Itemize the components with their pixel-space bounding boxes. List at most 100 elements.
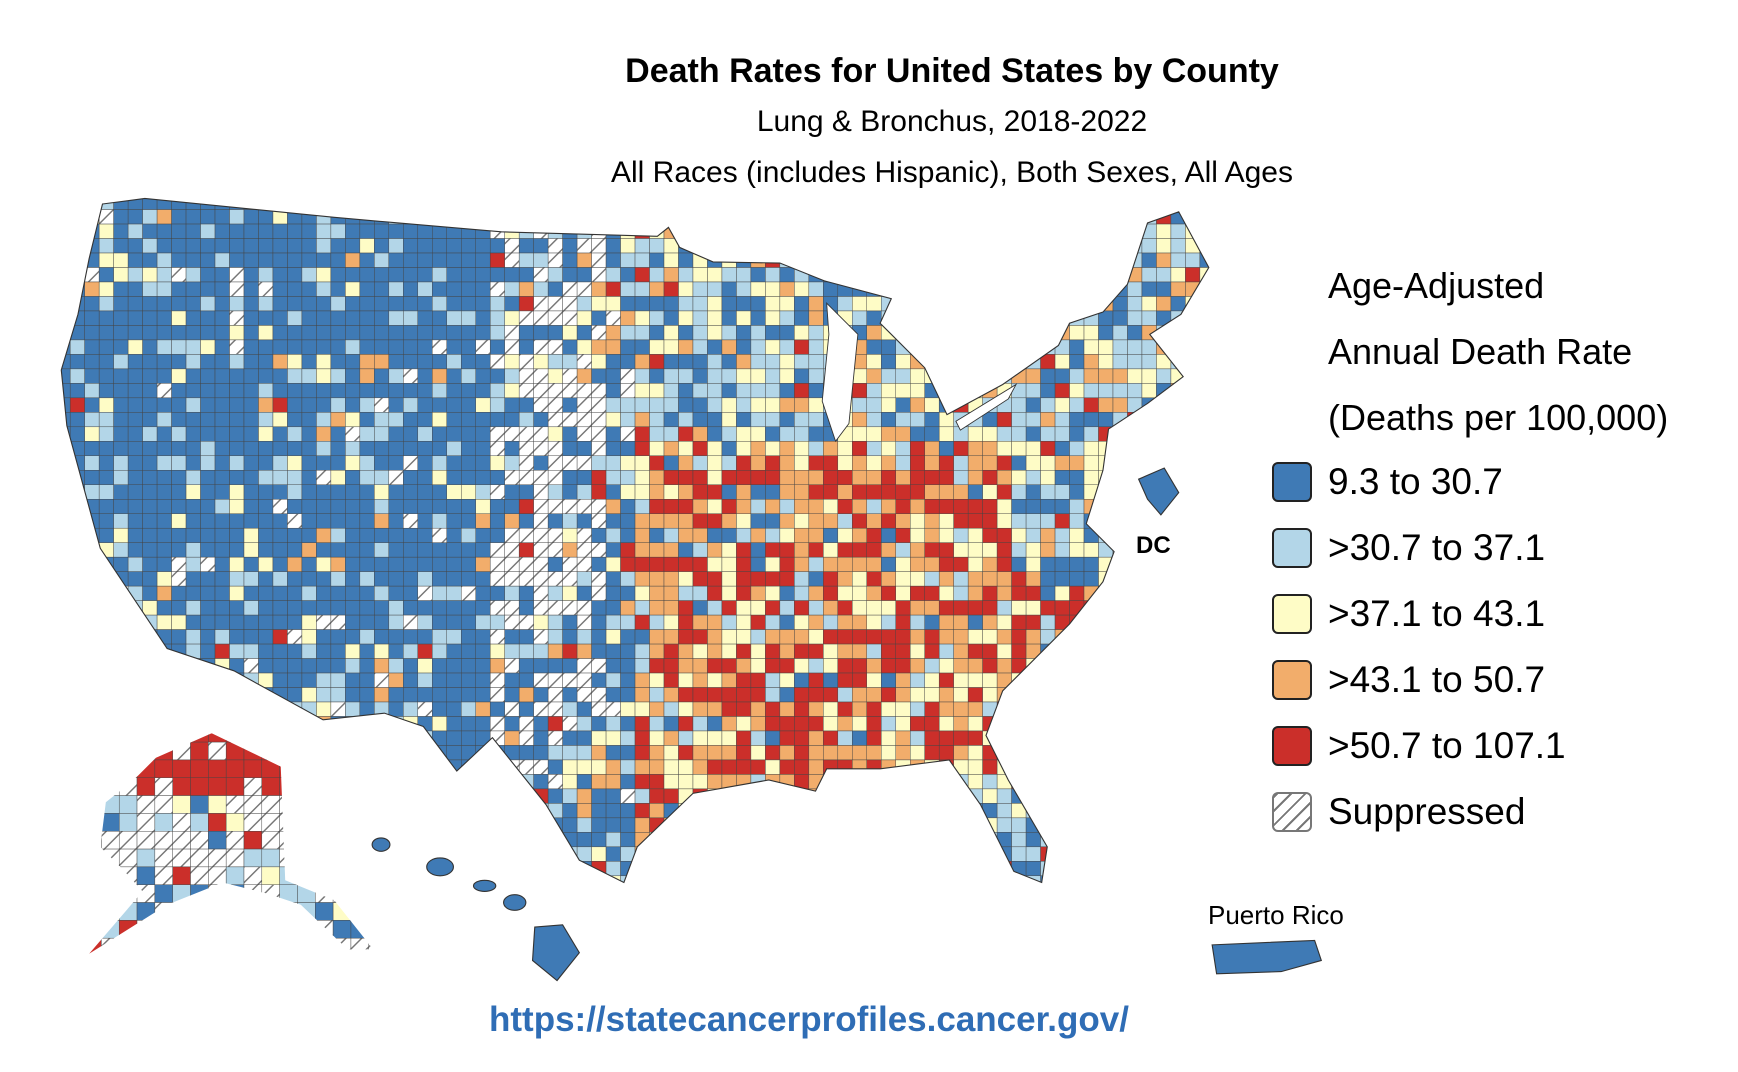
county-cell [301, 861, 317, 877]
county-cell [368, 866, 374, 885]
county-cell [591, 730, 607, 746]
county-cell [808, 701, 824, 717]
county-cell [866, 397, 882, 413]
county-cell [1156, 238, 1172, 254]
county-cell [403, 759, 419, 775]
county-cell [1127, 513, 1143, 529]
county-cell [172, 884, 191, 903]
county-cell [852, 198, 867, 210]
county-cell [345, 441, 361, 457]
county-cell [794, 817, 810, 833]
legend-item: >43.1 to 50.7 [1272, 658, 1545, 702]
county-cell [84, 600, 100, 616]
county-cell [852, 267, 867, 283]
county-cell [287, 441, 303, 457]
county-cell [475, 296, 491, 312]
county-cell [1011, 600, 1027, 616]
county-cell [171, 470, 187, 485]
county-cell [649, 209, 665, 225]
county-cell [359, 629, 375, 645]
county-cell [388, 672, 404, 688]
county-cell [649, 238, 665, 254]
county-cell [446, 614, 462, 630]
county-cell [156, 397, 172, 413]
county-cell [823, 774, 839, 790]
county-cell [518, 339, 534, 355]
county-cell [577, 890, 591, 904]
county-cell [330, 412, 346, 428]
county-cell [938, 383, 954, 399]
county-cell [562, 368, 578, 384]
county-cell [504, 730, 520, 746]
county-cell [852, 890, 866, 904]
county-cell [504, 629, 520, 645]
county-cell [1112, 600, 1128, 616]
county-cell [649, 499, 665, 514]
county-cell [779, 441, 795, 457]
county-cell [154, 884, 173, 903]
county-cell [287, 209, 303, 225]
county-cell [185, 441, 201, 457]
county-cell [368, 759, 374, 778]
county-cell [808, 296, 824, 312]
county-cell [736, 354, 752, 370]
county-cell [663, 267, 679, 283]
county-cell [562, 339, 578, 355]
county-cell [707, 614, 723, 630]
county-cell [967, 629, 983, 645]
county-cell [881, 513, 896, 529]
county-cell [982, 846, 998, 862]
county-cell [808, 383, 824, 399]
county-cell [649, 281, 665, 297]
county-cell [518, 368, 534, 384]
county-cell [156, 426, 172, 442]
source-url-link[interactable]: https://statecancerprofiles.cancer.gov/ [489, 1000, 1129, 1039]
county-cell [895, 687, 911, 703]
county-cell [185, 296, 201, 312]
county-cell [403, 745, 419, 761]
county-cell [69, 397, 85, 413]
county-cell [1011, 527, 1027, 543]
county-cell [301, 198, 317, 210]
county-cell [359, 643, 375, 659]
county-cell [272, 339, 288, 355]
county-cell [332, 733, 352, 743]
county-cell [475, 542, 491, 558]
county-cell [881, 614, 896, 630]
county-cell [1156, 890, 1170, 904]
county-cell [547, 339, 563, 355]
county-cell [649, 455, 665, 471]
county-cell [84, 310, 100, 326]
county-cell [967, 383, 983, 399]
county-cell [261, 848, 280, 868]
county-cell [127, 441, 143, 457]
county-cell [243, 556, 259, 572]
county-cell [258, 412, 274, 428]
county-cell [417, 354, 433, 370]
county-cell [924, 875, 940, 883]
county-cell [316, 803, 332, 819]
county-cell [214, 571, 230, 587]
county-cell [403, 643, 419, 659]
county-cell [1025, 383, 1041, 399]
county-cell [1040, 198, 1056, 210]
county-cell [101, 733, 120, 743]
county-cell [200, 238, 216, 254]
county-cell [1069, 846, 1085, 862]
county-cell [359, 716, 375, 732]
county-cell [678, 658, 694, 674]
county-cell [605, 672, 621, 688]
county-cell [1011, 339, 1027, 355]
county-cell [547, 556, 563, 572]
county-cell [127, 716, 143, 732]
county-cell [562, 875, 578, 883]
county-cell [1083, 455, 1099, 471]
county-cell [562, 861, 578, 877]
county-cell [214, 368, 230, 384]
county-cell [171, 701, 187, 717]
county-cell [692, 614, 708, 630]
county-cell [750, 759, 766, 775]
county-cell [751, 890, 765, 904]
county-cell [1170, 861, 1186, 877]
county-cell [84, 658, 100, 674]
